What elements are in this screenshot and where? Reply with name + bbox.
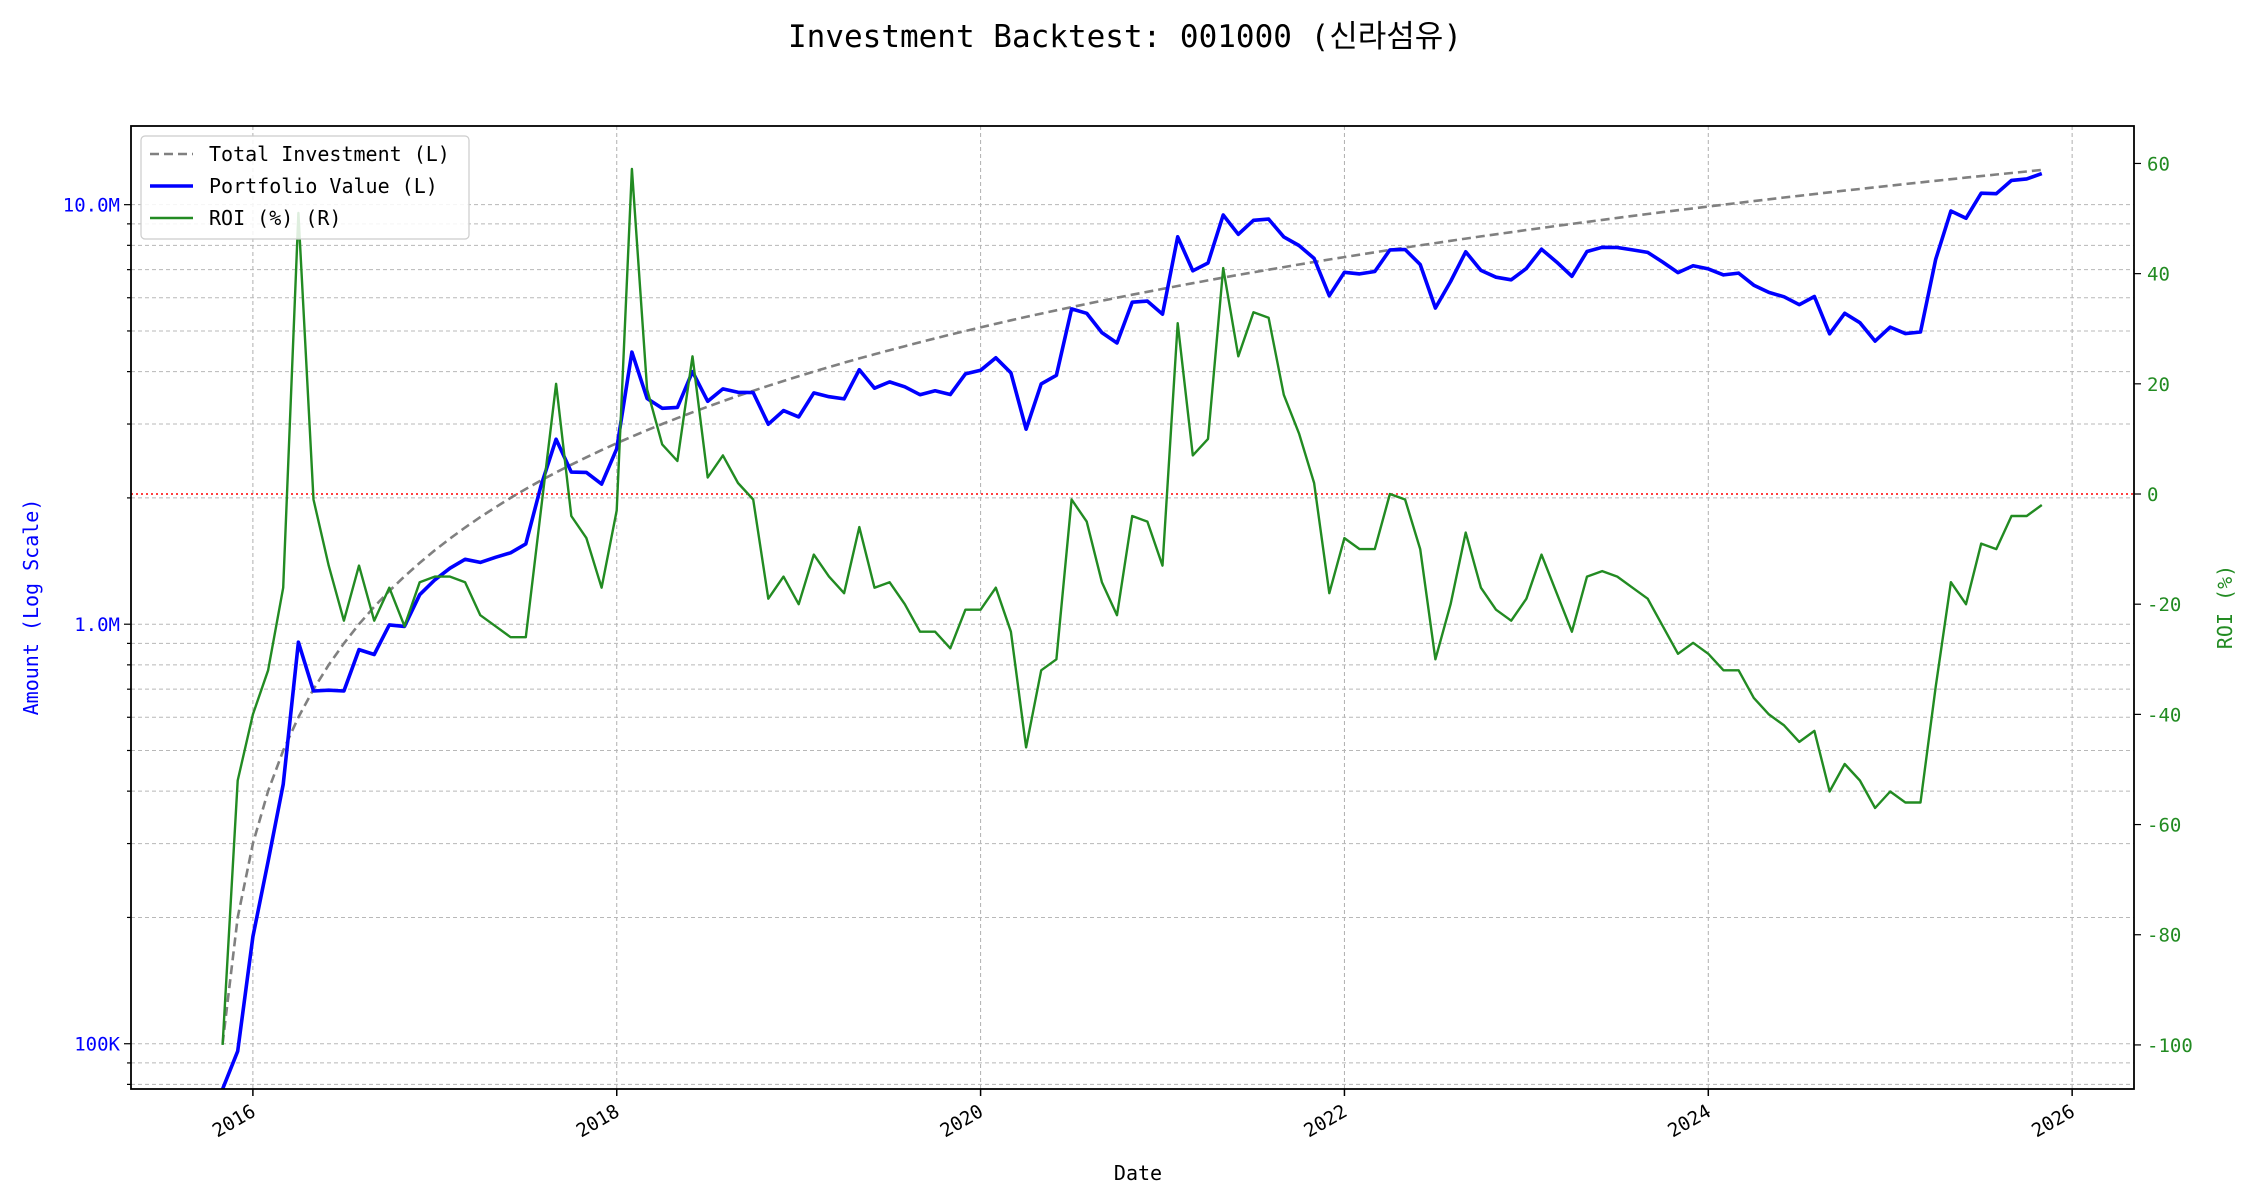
right-tick-label: 40 (2147, 264, 2170, 286)
x-tick-label: 2020 (936, 1100, 987, 1142)
left-tick-label: 1.0M (74, 614, 120, 636)
right-tick-label: 20 (2147, 374, 2170, 396)
x-axis-label: Date (1114, 1161, 1162, 1185)
legend-box (140, 135, 470, 240)
right-tick-label: -80 (2147, 925, 2181, 947)
x-tick-label: 2024 (1664, 1100, 1715, 1142)
x-tick-label: 2018 (573, 1100, 624, 1142)
portfolio-value-line (220, 171, 2043, 1089)
legend: Total Investment (L) Portfolio Value (L) R… (140, 135, 470, 240)
right-tick-label: 0 (2147, 484, 2158, 506)
grid-lines (131, 126, 2134, 1089)
right-tick-label: -100 (2147, 1035, 2193, 1057)
right-axis-label: ROI (%) (2213, 565, 2237, 649)
x-tick-label: 2026 (2028, 1100, 2079, 1142)
plot-frame (130, 125, 2135, 1090)
legend-label: ROI (%) (R) (209, 206, 341, 230)
series-group (131, 167, 2134, 1089)
left-tick-label: 10.0M (63, 195, 120, 217)
left-tick-label: 100K (74, 1034, 120, 1056)
right-tick-label: -20 (2147, 594, 2181, 616)
chart-title: Investment Backtest: 001000 (신라섬유) (788, 19, 1462, 55)
roi-line (221, 167, 2043, 1045)
total-investment-line (221, 168, 2042, 1044)
legend-label: Portfolio Value (L) (209, 174, 438, 198)
left-axis-label: Amount (Log Scale) (19, 499, 43, 716)
right-tick-label: -40 (2147, 704, 2181, 726)
axes: 2016 2018 2020 2022 2024 2026 100K 1.0M 10.0M -10… (63, 153, 2193, 1142)
legend-label: Total Investment (L) (209, 142, 450, 166)
right-tick-label: -60 (2147, 815, 2181, 837)
x-tick-label: 2022 (1300, 1100, 1351, 1142)
right-tick-label: 60 (2147, 153, 2170, 175)
x-tick-label: 2016 (209, 1100, 260, 1142)
